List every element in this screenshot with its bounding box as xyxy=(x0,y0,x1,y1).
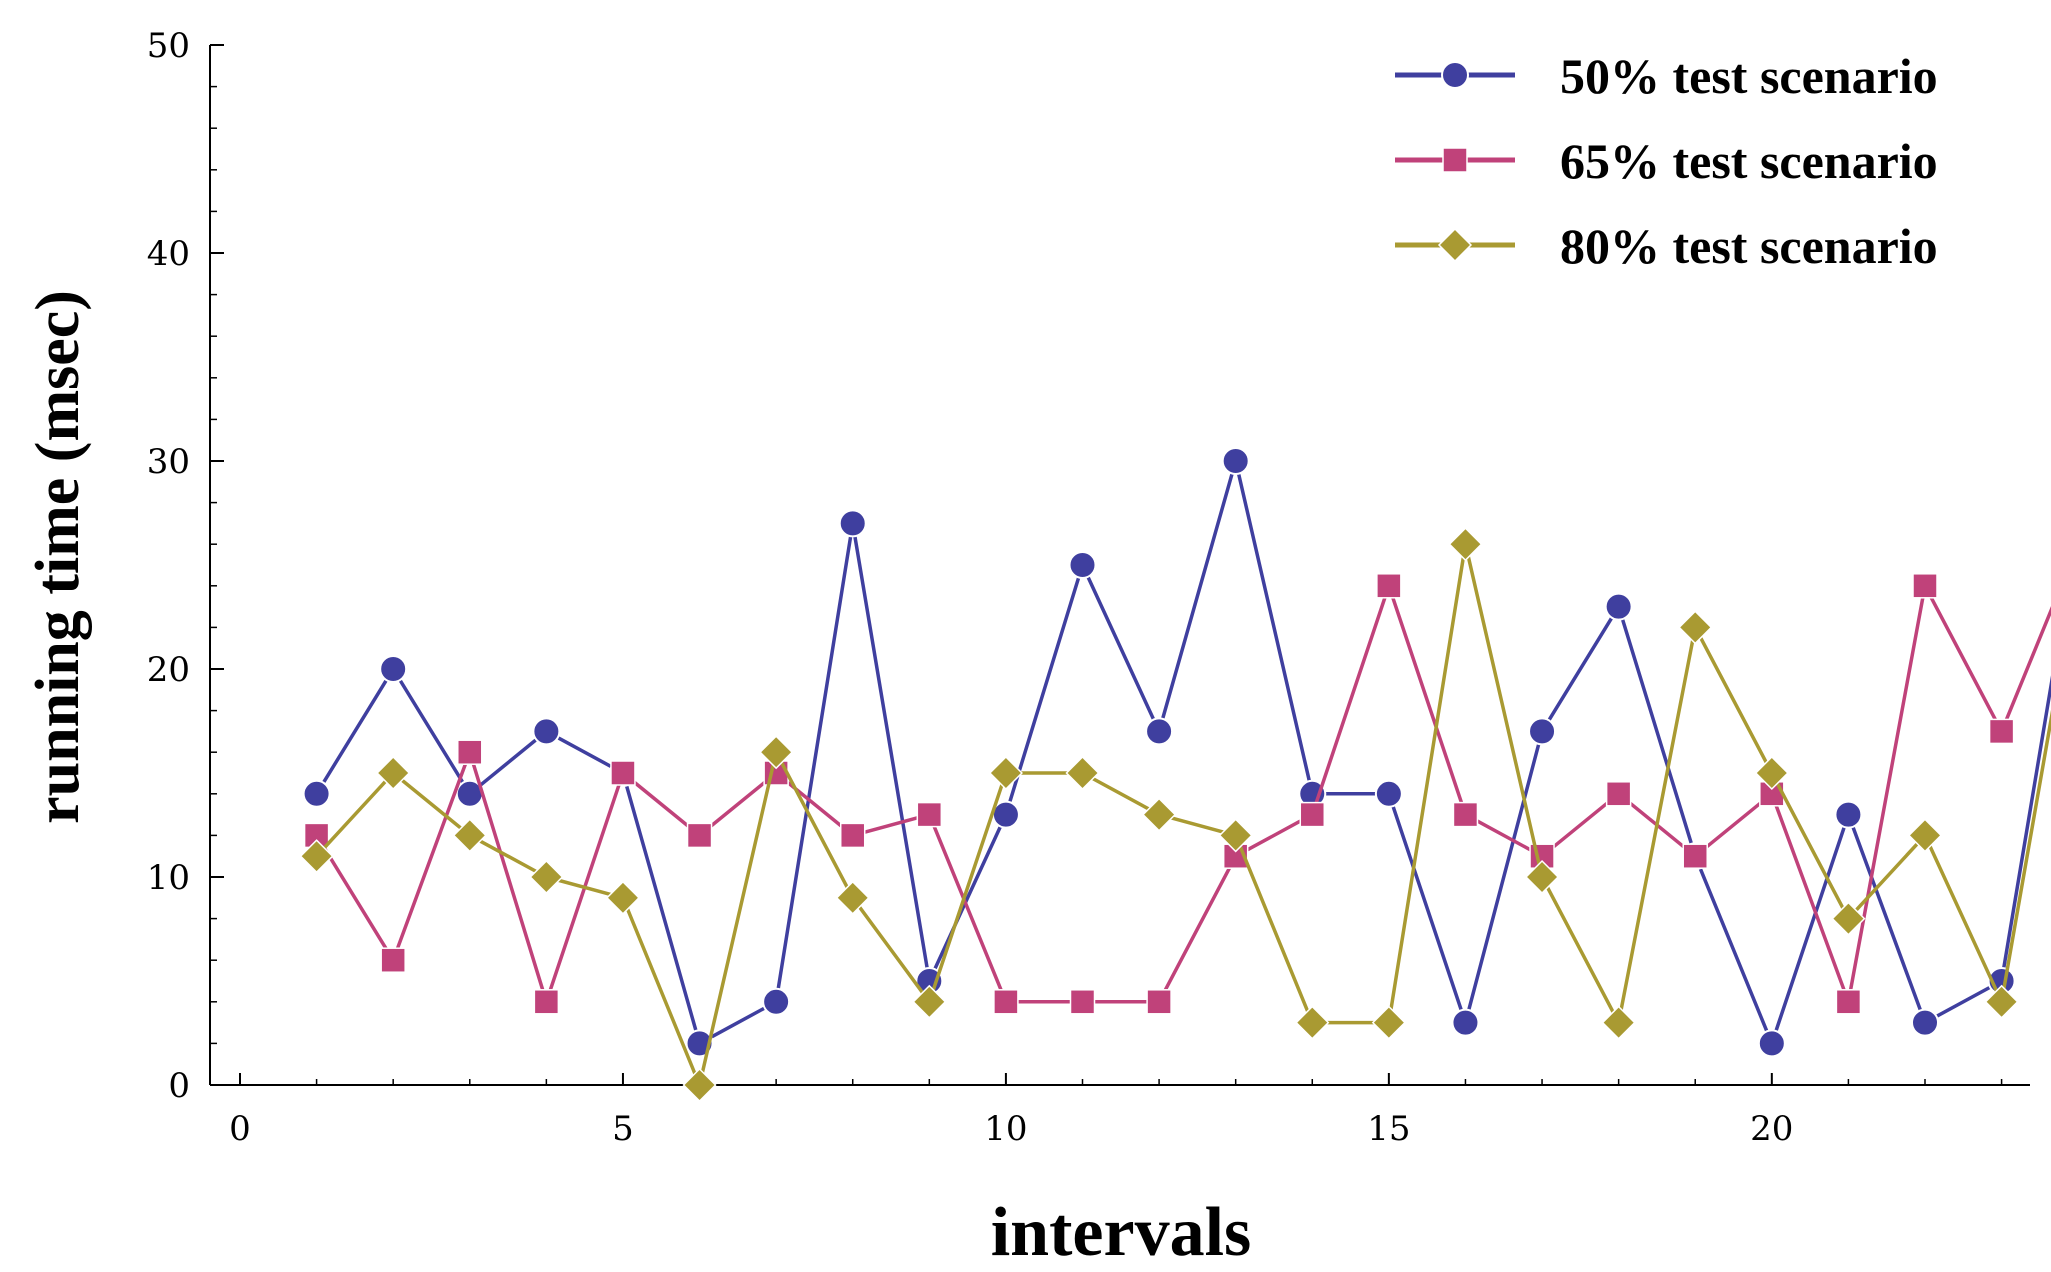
data-point xyxy=(839,822,866,849)
data-point xyxy=(682,1067,717,1103)
data-point xyxy=(1068,551,1097,579)
data-point xyxy=(838,509,867,538)
data-point xyxy=(299,839,334,874)
data-point xyxy=(532,717,561,746)
x-ticks: 0 5 10 15 20 xyxy=(229,1073,2003,1149)
data-point xyxy=(1834,800,1863,829)
data-point xyxy=(912,984,947,1019)
series-line xyxy=(315,459,2051,1046)
legend-marker xyxy=(1437,227,1473,263)
data-point xyxy=(379,655,408,683)
data-point xyxy=(605,880,641,915)
data-point xyxy=(1142,797,1177,832)
data-point xyxy=(762,987,791,1016)
data-point xyxy=(1754,755,1789,791)
y-tick-label: 0 xyxy=(168,1066,190,1106)
data-point xyxy=(380,947,406,973)
data-point xyxy=(1146,989,1172,1015)
legend-item: 65% test scenario xyxy=(1395,133,1938,189)
data-point xyxy=(1374,779,1403,808)
data-point xyxy=(457,739,483,765)
data-point xyxy=(1757,1029,1786,1058)
y-tick-label: 20 xyxy=(147,650,190,690)
data-point xyxy=(686,822,713,849)
x-tick-label: 20 xyxy=(1750,1109,1793,1149)
legend-marker xyxy=(1441,61,1469,89)
series-3 xyxy=(299,527,2051,1103)
data-point xyxy=(988,755,1023,791)
data-point xyxy=(1678,610,1713,645)
data-point xyxy=(452,818,487,853)
data-point xyxy=(1218,818,1253,853)
x-tick-label: 10 xyxy=(984,1109,1027,1149)
data-point xyxy=(835,880,870,915)
data-point xyxy=(1452,801,1479,828)
data-point xyxy=(1376,573,1402,599)
y-tick-label: 40 xyxy=(147,234,190,274)
legend-item: 50% test scenario xyxy=(1395,48,1938,104)
x-tick-label: 5 xyxy=(612,1109,634,1149)
data-point xyxy=(1528,717,1557,746)
data-point xyxy=(1682,843,1708,869)
data-point xyxy=(1604,592,1633,621)
data-point xyxy=(1371,1005,1406,1040)
data-point xyxy=(1295,1005,1330,1040)
data-point xyxy=(1524,859,1560,895)
legend-label: 80% test scenario xyxy=(1560,218,1938,274)
y-tick-label: 50 xyxy=(147,26,190,66)
data-point xyxy=(610,760,636,786)
legend-marker xyxy=(1442,147,1468,173)
x-tick-label: 0 xyxy=(229,1109,251,1149)
data-point xyxy=(1145,717,1174,746)
data-point xyxy=(1605,781,1632,807)
data-point xyxy=(993,989,1019,1015)
data-point xyxy=(1069,989,1096,1015)
data-point xyxy=(1451,1008,1480,1037)
series-layer xyxy=(299,447,2051,1103)
y-ticks: 0 10 20 30 40 50 xyxy=(147,26,224,1106)
data-point xyxy=(1984,984,2019,1019)
data-point xyxy=(1911,1008,1939,1037)
legend-label: 50% test scenario xyxy=(1560,48,1938,104)
legend: 50% test scenario 65% test scenario 80% te… xyxy=(1395,48,1938,274)
y-tick-label: 30 xyxy=(147,442,190,482)
data-point xyxy=(1065,755,1100,791)
data-point xyxy=(1907,818,1943,853)
data-point xyxy=(1221,447,1250,475)
data-point xyxy=(916,801,943,828)
data-point xyxy=(1835,989,1862,1015)
y-tick-label: 10 xyxy=(147,858,190,898)
series-line xyxy=(315,542,2051,1087)
data-point xyxy=(1601,1005,1636,1040)
legend-item: 80% test scenario xyxy=(1395,218,1938,274)
data-point xyxy=(1912,573,1938,599)
data-point xyxy=(1988,718,2015,745)
series-2 xyxy=(303,573,2051,1015)
data-point xyxy=(1831,901,1866,936)
data-point xyxy=(302,779,331,808)
data-point xyxy=(1299,801,1326,828)
data-point xyxy=(376,755,411,791)
data-point xyxy=(529,859,564,895)
data-point xyxy=(533,989,560,1015)
legend-label: 65% test scenario xyxy=(1560,133,1938,189)
data-point xyxy=(1448,527,1483,562)
x-axis-title: intervals xyxy=(991,1194,1252,1271)
x-tick-label: 15 xyxy=(1367,1109,1410,1149)
data-point xyxy=(759,735,794,770)
axes: 0 5 10 15 20 0 10 20 30 40 50 xyxy=(147,26,2030,1149)
series-line xyxy=(315,584,2051,1004)
y-axis-title: running time (msec) xyxy=(24,290,92,824)
